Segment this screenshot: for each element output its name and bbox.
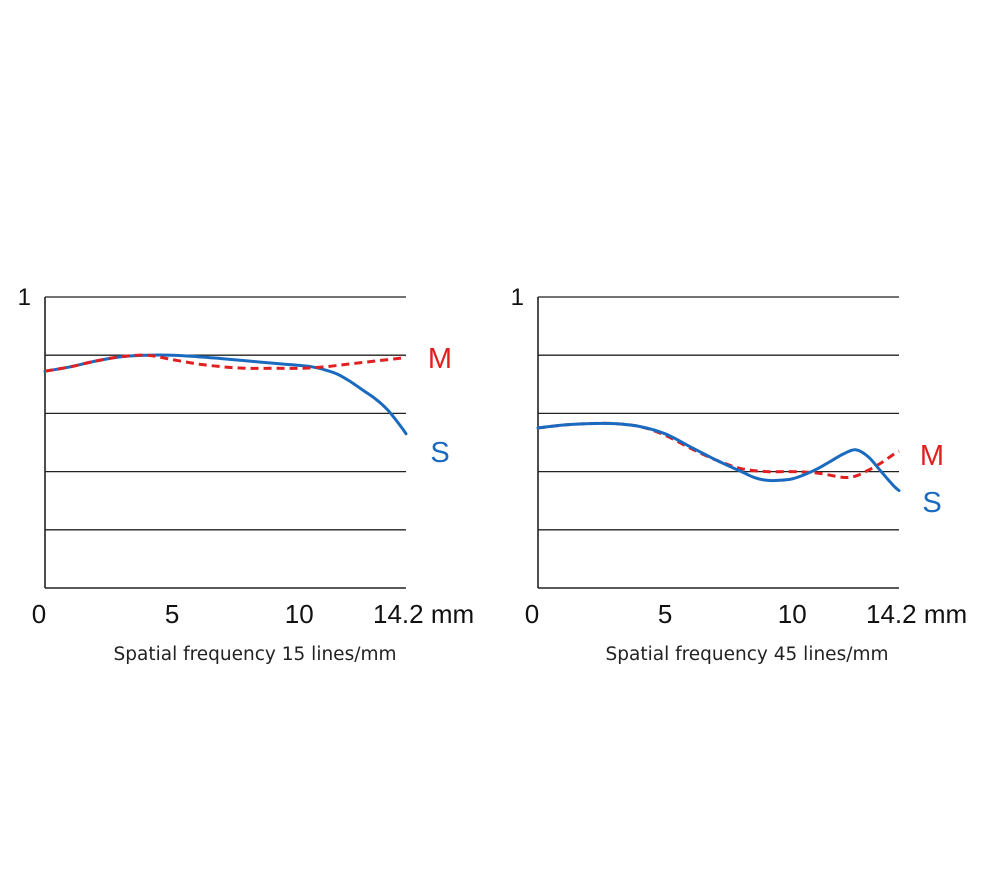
x-tick-label: 0 [32,599,46,629]
legend-label-m: M [428,343,452,375]
x-tick-label: 10 [285,599,314,629]
y-tick-label: 1 [511,284,524,311]
y-tick-label: 1 [18,284,31,311]
x-tick-label: 5 [658,599,672,629]
chart-2-caption: Spatial frequency 45 lines/mm [605,644,889,665]
x-tick-label: 14.2 mm [866,599,967,629]
x-tick-label: 10 [778,599,807,629]
legend-label-s: S [430,437,449,469]
chart-1-caption: Spatial frequency 15 lines/mm [113,644,397,665]
x-tick-label: 14.2 mm [373,599,474,629]
x-tick-label: 0 [525,599,539,629]
legend-label-m: M [920,440,944,472]
x-tick-label: 5 [165,599,179,629]
series-s-line [536,421,901,492]
series-m-line [537,421,900,480]
legend-label-s: S [922,487,941,519]
